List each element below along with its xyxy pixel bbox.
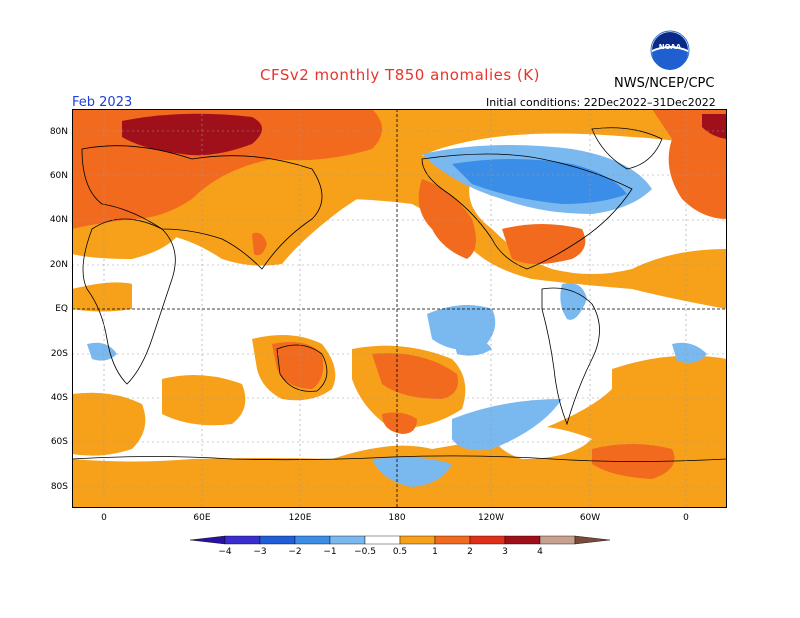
colorbar-swatch: [294, 535, 331, 545]
colorbar-swatch: [364, 535, 401, 545]
lat-label-60s: 60S: [50, 437, 68, 447]
lon-label-60e: 60E: [193, 513, 211, 523]
colorbar-swatches: [189, 535, 611, 545]
chart-title: CFSv2 monthly T850 anomalies (K): [260, 66, 540, 84]
australia-outline: [276, 344, 328, 392]
lat-label-eq: EQ: [55, 304, 68, 314]
lon-label-120w: 120W: [477, 513, 505, 523]
colorbar: −4 −3 −2 −1 −0.5 0.5 1 2 3 4: [189, 535, 611, 557]
lat-label-20s: 20S: [50, 349, 68, 359]
colorbar-swatch: [574, 535, 611, 545]
map-reference-lines: [72, 109, 727, 508]
colorbar-label: −3: [253, 547, 266, 557]
anomaly-map: [72, 109, 727, 508]
colorbar-label: −4: [218, 547, 232, 557]
valid-month-label: Feb 2023: [72, 95, 133, 110]
agency-label: NWS/NCEP/CPC: [614, 76, 715, 91]
lat-label-60n: 60N: [49, 171, 68, 181]
lon-label-60w: 60W: [579, 513, 601, 523]
colorbar-label: −1: [323, 547, 336, 557]
eurasia-outline: [81, 145, 323, 270]
colorbar-label: 3: [502, 547, 508, 557]
initial-conditions-label: Initial conditions: 22Dec2022–31Dec2022: [486, 96, 716, 109]
greenland-outline: [591, 127, 663, 170]
lon-label-0-west: 0: [101, 513, 107, 523]
colorbar-swatch: [399, 535, 436, 545]
colorbar-swatch: [539, 535, 576, 545]
lon-label-180: 180: [388, 513, 406, 523]
colorbar-labels: −4 −3 −2 −1 −0.5 0.5 1 2 3 4: [218, 547, 543, 557]
colorbar-swatch: [329, 535, 366, 545]
north-america-outline: [421, 153, 633, 270]
anomaly-layer-blue: [452, 159, 627, 204]
colorbar-swatch: [469, 535, 506, 545]
lat-label-80s: 80S: [50, 482, 68, 492]
logo-text: NOAA: [659, 43, 682, 51]
colorbar-label: 4: [537, 547, 543, 557]
colorbar-label: 0.5: [393, 547, 407, 557]
lat-label-20n: 20N: [49, 260, 68, 270]
colorbar-swatch: [189, 535, 226, 545]
map-gridlines: [72, 109, 727, 508]
colorbar-label: −2: [288, 547, 301, 557]
antarctica-outline: [72, 455, 727, 462]
colorbar-swatch: [434, 535, 471, 545]
noaa-logo-icon: NOAA: [650, 30, 690, 70]
coastlines: [72, 127, 727, 462]
colorbar-label: −0.5: [354, 547, 376, 557]
colorbar-swatch: [259, 535, 296, 545]
lon-label-120e: 120E: [288, 513, 312, 523]
colorbar-label: 1: [432, 547, 438, 557]
south-america-outline: [541, 287, 600, 426]
colorbar-swatch: [224, 535, 261, 545]
map-frame: [72, 109, 727, 508]
lat-label-40n: 40N: [49, 215, 68, 225]
colorbar-label: 2: [467, 547, 473, 557]
lon-label-0-east: 0: [683, 513, 689, 523]
lat-label-40s: 40S: [50, 393, 68, 403]
anomaly-layer-dark-red: [122, 113, 727, 156]
lat-label-80n: 80N: [49, 127, 68, 137]
colorbar-swatch: [504, 535, 541, 545]
